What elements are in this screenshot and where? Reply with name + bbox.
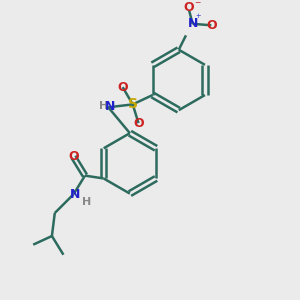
Text: H: H (99, 101, 109, 111)
Text: O: O (117, 81, 128, 94)
Text: $^-$: $^-$ (193, 1, 202, 11)
Text: O: O (183, 1, 194, 14)
Text: N: N (188, 17, 198, 30)
Text: O: O (133, 117, 144, 130)
Text: H: H (82, 196, 91, 206)
Text: N: N (104, 100, 115, 113)
Text: N: N (69, 188, 80, 201)
Text: O: O (206, 19, 217, 32)
Text: O: O (68, 150, 79, 164)
Text: $^+$: $^+$ (194, 14, 202, 24)
Text: S: S (128, 98, 138, 111)
